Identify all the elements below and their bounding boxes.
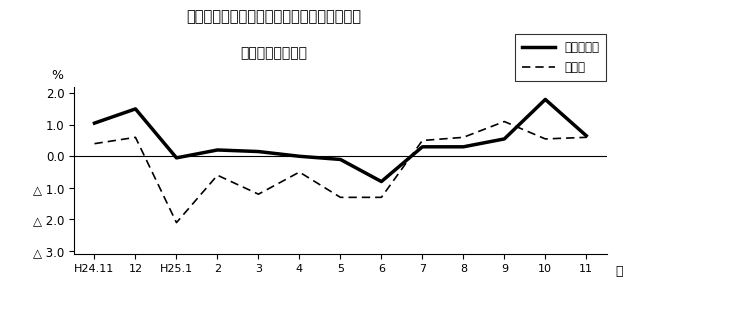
Text: 月: 月 bbox=[615, 265, 622, 278]
Text: （規模５人以上）: （規模５人以上） bbox=[240, 46, 307, 60]
Legend: 調査産業計, 製造業: 調査産業計, 製造業 bbox=[514, 34, 606, 81]
Text: 第３図　常用雇用指数　対前年同月比の推移: 第３図 常用雇用指数 対前年同月比の推移 bbox=[186, 9, 361, 24]
Text: %: % bbox=[51, 69, 64, 82]
